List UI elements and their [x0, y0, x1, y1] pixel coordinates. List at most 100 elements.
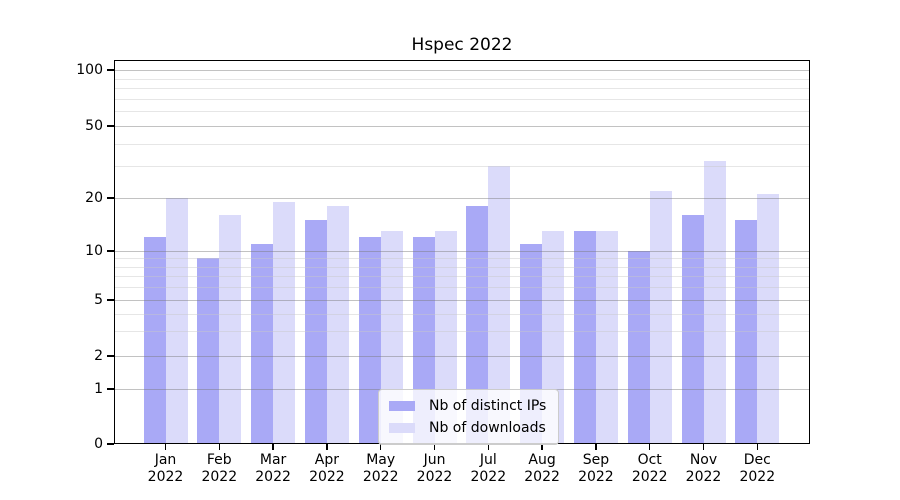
gridline-minor: [114, 276, 810, 278]
y-tick-mark: [107, 443, 114, 445]
x-tick-month: Oct: [637, 452, 662, 468]
legend-swatch-distinct-ips-icon: [389, 401, 415, 411]
y-tick-mark: [107, 197, 114, 199]
bar-nb-of-distinct-ips: [197, 258, 220, 444]
y-tick-label: 50: [85, 118, 103, 134]
bar-nb-of-downloads: [595, 230, 618, 444]
legend: Nb of distinct IPs Nb of downloads: [378, 389, 560, 445]
x-tick-year: 2022: [739, 469, 776, 485]
y-tick-mark: [107, 355, 114, 357]
x-tick-year: 2022: [309, 469, 345, 485]
y-tick-label: 100: [76, 62, 103, 78]
x-tick-year: 2022: [631, 469, 668, 485]
x-tick-month: Sep: [582, 452, 610, 468]
gridline-minor: [114, 331, 810, 333]
gridline-minor: [114, 266, 810, 268]
x-tick-mark: [218, 444, 221, 450]
bar-nb-of-distinct-ips: [143, 237, 166, 444]
y-tick-mark: [107, 299, 114, 301]
bar-nb-of-downloads: [165, 198, 188, 444]
gridline-minor: [114, 143, 810, 145]
plot-area: [114, 60, 810, 444]
gridline-minor: [114, 313, 810, 315]
gridline-minor: [114, 98, 810, 100]
y-tick-label: 2: [94, 348, 103, 364]
bar-nb-of-downloads: [649, 190, 672, 444]
bar-nb-of-downloads: [757, 194, 780, 444]
x-tick-month: Jul: [479, 452, 497, 468]
bar-nb-of-downloads: [326, 206, 349, 444]
x-tick-label: Jun 2022: [403, 452, 467, 486]
x-tick-mark: [164, 444, 167, 450]
x-tick-mark: [541, 444, 543, 450]
gridline-minor: [114, 111, 810, 113]
x-tick-year: 2022: [147, 469, 184, 485]
chart-title: Hspec 2022: [411, 35, 513, 55]
legend-label-distinct-ips: Nb of distinct IPs: [429, 398, 547, 414]
bar-nb-of-distinct-ips: [573, 230, 596, 444]
x-tick-mark: [648, 444, 651, 450]
x-tick-mark: [326, 444, 328, 450]
x-tick-label: Nov 2022: [672, 452, 736, 486]
x-tick-label: Oct 2022: [618, 452, 682, 486]
gridline-minor: [114, 88, 810, 90]
y-tick-label: 20: [85, 190, 103, 206]
y-tick-mark: [107, 69, 114, 71]
x-tick-month: Feb: [206, 452, 232, 468]
x-tick-label: Dec 2022: [725, 452, 789, 486]
x-tick-label: Aug 2022: [510, 452, 574, 486]
x-tick-mark: [702, 444, 705, 450]
gridline-major: [114, 126, 810, 127]
gridline-major: [114, 300, 810, 301]
x-tick-month: Mar: [259, 452, 287, 468]
gridline-minor: [114, 166, 810, 168]
bar-nb-of-downloads: [703, 161, 726, 444]
bar-nb-of-distinct-ips: [735, 220, 758, 444]
x-tick-year: 2022: [470, 469, 507, 485]
y-tick-label: 0: [94, 436, 103, 452]
gridline-minor: [114, 78, 810, 80]
x-tick-month: May: [366, 452, 396, 468]
x-tick-label: Jan 2022: [134, 452, 198, 486]
x-tick-label: Jul 2022: [456, 452, 520, 486]
x-tick-year: 2022: [578, 469, 614, 485]
x-tick-month: Jun: [423, 452, 446, 468]
gridline-major: [114, 70, 810, 71]
legend-label-downloads: Nb of downloads: [429, 420, 546, 436]
legend-swatch-downloads-icon: [389, 423, 415, 433]
bar-nb-of-distinct-ips: [304, 220, 327, 444]
x-tick-label: Sep 2022: [564, 452, 628, 486]
x-tick-year: 2022: [416, 469, 453, 485]
x-tick-year: 2022: [255, 469, 291, 485]
x-tick-year: 2022: [685, 469, 722, 485]
x-tick-month: Nov: [689, 452, 718, 468]
y-tick-label: 1: [94, 381, 103, 397]
gridline-major: [114, 198, 810, 199]
x-tick-mark: [433, 444, 436, 450]
x-tick-mark: [756, 444, 759, 450]
x-tick-year: 2022: [201, 469, 238, 485]
x-tick-month: Apr: [314, 452, 339, 468]
x-tick-month: Aug: [528, 452, 556, 468]
y-tick-mark: [107, 388, 114, 390]
x-tick-mark: [487, 444, 490, 450]
legend-item-distinct-ips: Nb of distinct IPs: [389, 398, 546, 414]
x-tick-label: Feb 2022: [187, 452, 251, 486]
x-tick-year: 2022: [524, 469, 560, 485]
gridline-minor: [114, 258, 810, 260]
legend-item-downloads: Nb of downloads: [389, 420, 546, 436]
x-tick-year: 2022: [362, 469, 399, 485]
gridline-major: [114, 251, 810, 252]
bar-nb-of-downloads: [488, 166, 511, 444]
y-tick-label: 10: [85, 243, 103, 259]
bar-nb-of-distinct-ips: [627, 251, 650, 444]
bar-nb-of-distinct-ips: [251, 243, 274, 444]
gridline-minor: [114, 287, 810, 289]
x-tick-mark: [595, 444, 597, 450]
y-tick-mark: [107, 250, 114, 252]
x-tick-mark: [379, 444, 382, 450]
x-tick-month: Jan: [154, 452, 177, 468]
y-tick-mark: [107, 125, 114, 127]
x-tick-label: Apr 2022: [295, 452, 359, 486]
